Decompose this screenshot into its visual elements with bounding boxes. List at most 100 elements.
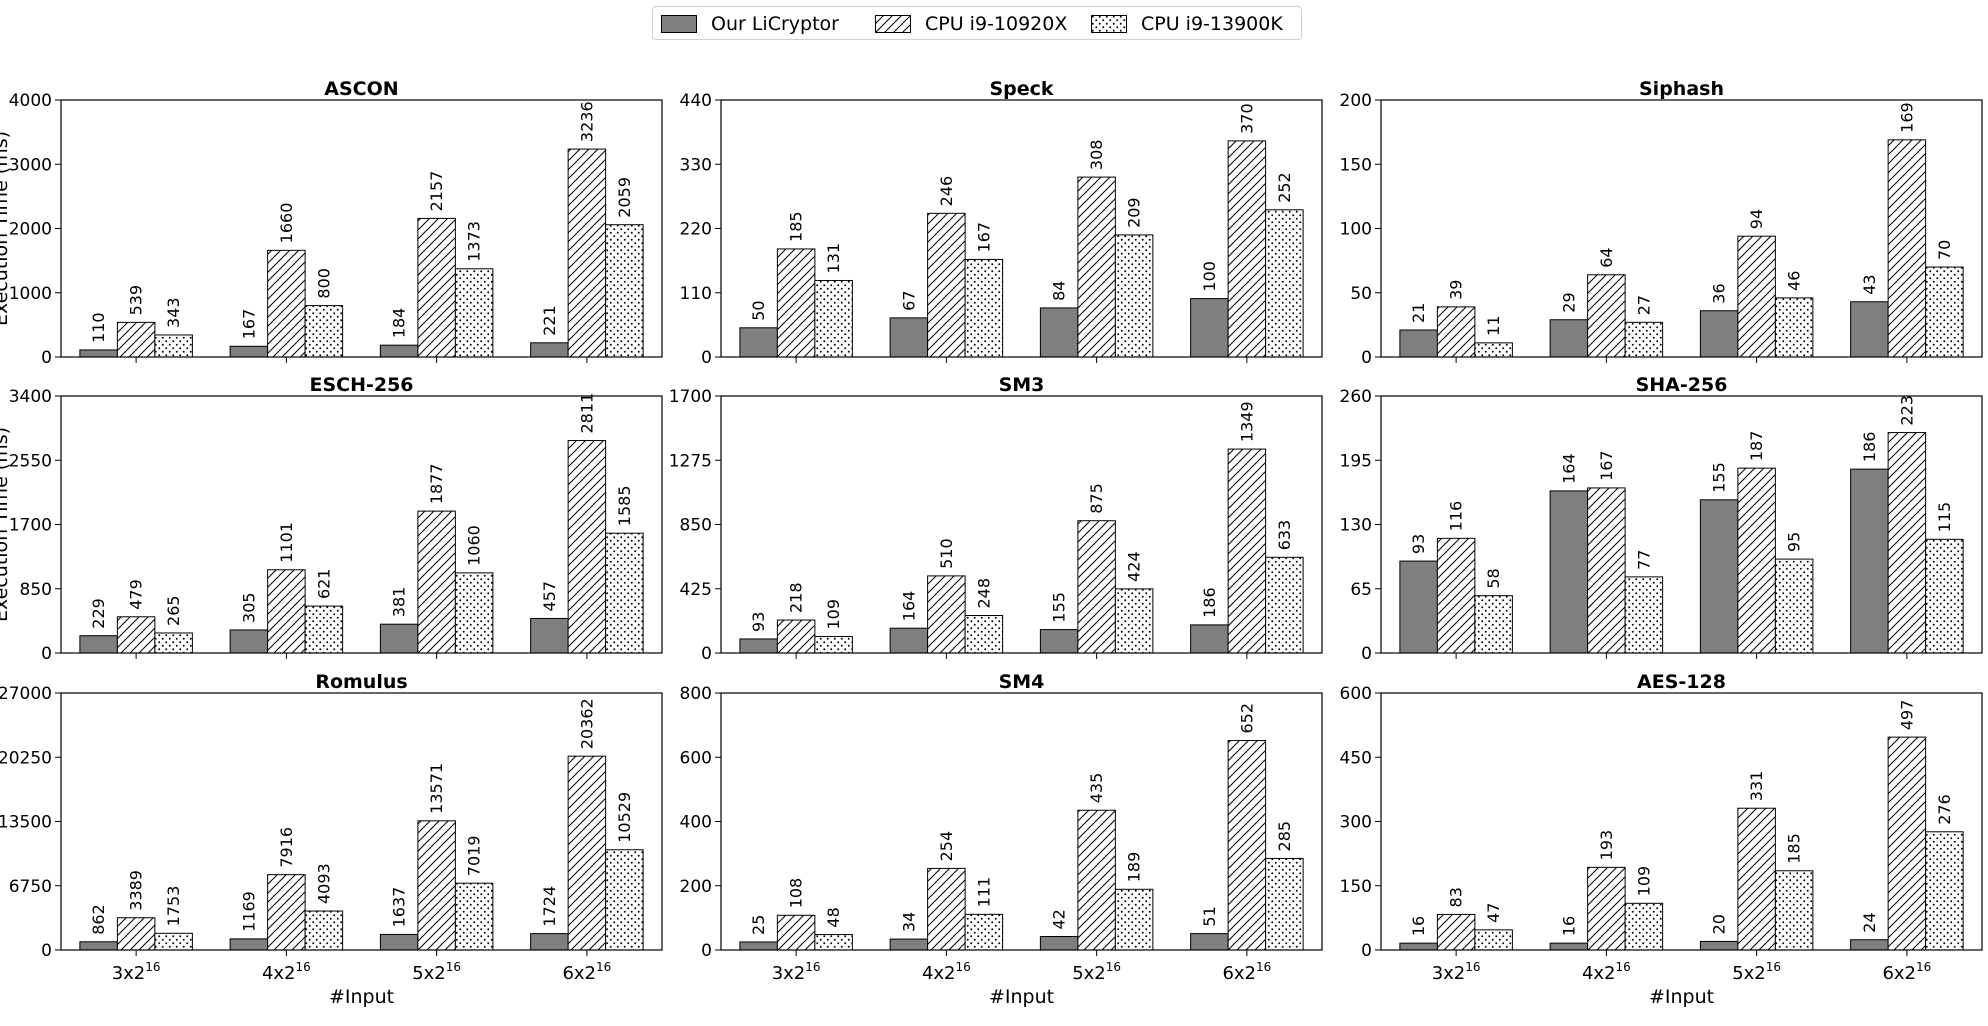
bar-value-label: 29 <box>1559 292 1578 312</box>
x-tick-label: 6x216 <box>1222 960 1271 984</box>
y-tick-label: 1700 <box>669 387 712 407</box>
bar <box>1587 274 1626 358</box>
bar <box>1077 176 1116 358</box>
bar-value-label: 621 <box>314 569 333 600</box>
axes-frame <box>1380 692 1983 951</box>
bar <box>1436 537 1476 654</box>
bar <box>1549 319 1589 358</box>
bar-value-label: 1637 <box>390 887 409 928</box>
axes-frame <box>60 99 663 358</box>
axes-frame <box>720 395 1323 654</box>
y-tick-label: 300 <box>1340 813 1372 833</box>
bar <box>229 938 269 951</box>
x-tick-label: 5x216 <box>1072 960 1121 984</box>
bar <box>889 317 929 358</box>
bar <box>1774 297 1814 358</box>
bar-value-label: 109 <box>824 599 843 630</box>
bar <box>1699 310 1739 358</box>
bar <box>79 635 118 654</box>
bar <box>1265 209 1304 358</box>
bar-value-label: 155 <box>1050 592 1069 623</box>
bar-value-label: 229 <box>89 598 108 629</box>
bar-value-label: 58 <box>1484 568 1503 588</box>
x-tick-label: 4x216 <box>1582 960 1631 984</box>
bar-value-label: 94 <box>1747 209 1766 229</box>
y-tick-label: 2550 <box>9 451 52 471</box>
bar-value-label: 169 <box>1897 102 1916 133</box>
x-tick-label: 3x216 <box>772 960 821 984</box>
bar <box>1737 467 1776 654</box>
bar-value-label: 1101 <box>277 522 296 563</box>
bar-value-label: 93 <box>749 612 768 632</box>
x-tick-label: 6x216 <box>1882 960 1931 984</box>
axes-frame <box>1380 395 1983 654</box>
y-tick-label: 65 <box>1350 580 1372 600</box>
bar-value-label: 221 <box>540 305 559 336</box>
bar-value-label: 20362 <box>577 698 596 749</box>
bar-value-label: 67 <box>899 291 918 311</box>
bar-value-label: 39 <box>1447 280 1466 300</box>
bar <box>1399 942 1438 951</box>
y-tick-label: 20250 <box>0 748 52 768</box>
bar-value-label: 1349 <box>1237 401 1256 442</box>
y-tick-label: 50 <box>1350 284 1372 304</box>
y-tick-label: 27000 <box>0 684 52 704</box>
bar <box>1399 329 1438 358</box>
bar-value-label: 276 <box>1935 794 1954 825</box>
bar-value-label: 110 <box>89 312 108 343</box>
bar <box>454 882 494 951</box>
bar <box>1474 342 1513 358</box>
bar <box>154 932 193 951</box>
x-tick-label: 4x216 <box>922 960 971 984</box>
x-axis-label: #Input <box>989 986 1054 1008</box>
bar <box>1114 888 1154 951</box>
bar <box>1624 321 1664 358</box>
y-tick-label: 2000 <box>9 220 52 240</box>
bar-value-label: 47 <box>1484 903 1503 923</box>
bar-value-label: 7019 <box>465 835 484 876</box>
x-tick-label: 5x216 <box>412 960 461 984</box>
bar-value-label: 308 <box>1087 140 1106 171</box>
bar-value-label: 10529 <box>615 792 634 843</box>
x-axis-label: #Input <box>1649 986 1714 1008</box>
y-tick-label: 600 <box>1340 684 1372 704</box>
bar-value-label: 34 <box>899 912 918 932</box>
bar <box>567 148 607 358</box>
bar <box>1227 740 1267 951</box>
y-tick-label: 195 <box>1340 451 1372 471</box>
bar-value-label: 4093 <box>314 863 333 904</box>
bar <box>454 572 494 654</box>
bar <box>304 305 344 358</box>
y-tick-label: 0 <box>1361 348 1372 368</box>
bar <box>964 913 1004 951</box>
y-tick-label: 0 <box>1361 941 1372 961</box>
y-tick-label: 330 <box>680 155 712 175</box>
bar-value-label: 83 <box>1447 887 1466 907</box>
x-tick-label: 5x216 <box>1732 960 1781 984</box>
y-axis-label: Execution Time (ms) <box>0 131 12 326</box>
bar <box>1887 139 1927 358</box>
bar <box>739 941 778 951</box>
y-tick-label: 150 <box>1340 877 1372 897</box>
bar-value-label: 479 <box>127 579 146 610</box>
bar-value-label: 457 <box>540 581 559 612</box>
bar <box>417 217 456 358</box>
bar <box>1077 520 1116 654</box>
y-tick-label: 220 <box>680 220 712 240</box>
bar <box>1699 499 1739 654</box>
bar-value-label: 497 <box>1897 700 1916 731</box>
bar-value-label: 77 <box>1634 550 1653 570</box>
bar <box>1265 556 1304 654</box>
bar <box>267 249 306 358</box>
bar <box>1887 432 1927 654</box>
bar-value-label: 48 <box>824 907 843 927</box>
bar <box>1624 576 1664 654</box>
subplot-sm3: SM3 0 425 850 1275 1700 93 218 109 164 510 248 155 87… <box>669 374 1323 664</box>
bar <box>605 532 644 654</box>
legend-item-licryptor: Our LiCryptor <box>661 12 839 36</box>
subplot-aes-128: AES-128 0 150 300 450 600 16 83 47 3x216 16 193 109 4… <box>1340 671 1983 1008</box>
bar <box>964 258 1004 358</box>
bar <box>1190 933 1229 951</box>
bar-value-label: 1585 <box>615 485 634 526</box>
